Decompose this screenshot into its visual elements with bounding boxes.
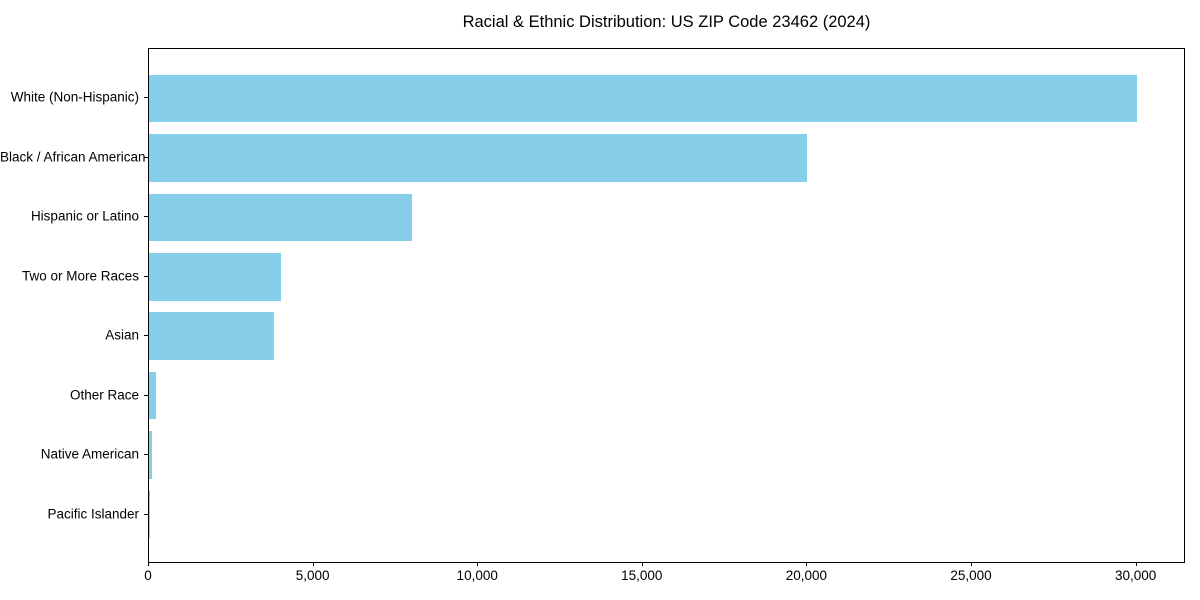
- y-tick-mark: [144, 335, 148, 337]
- x-tick-label: 0: [144, 568, 152, 583]
- y-tick-mark: [144, 275, 148, 277]
- x-tick-label: 25,000: [950, 568, 992, 583]
- y-tick-label: Two or More Races: [21, 268, 139, 284]
- y-tick-mark: [144, 156, 148, 158]
- bar: [149, 193, 413, 242]
- y-tick-mark: [144, 394, 148, 396]
- y-tick-label: Hispanic or Latino: [30, 208, 139, 224]
- chart-title: Racial & Ethnic Distribution: US ZIP Cod…: [462, 13, 871, 31]
- x-tick-mark: [1135, 562, 1137, 566]
- x-tick-mark: [641, 562, 643, 566]
- bar: [149, 74, 1137, 123]
- bar: [149, 371, 157, 420]
- y-tick-label: Other Race: [69, 387, 139, 403]
- x-tick-mark: [312, 562, 314, 566]
- y-tick-label: Asian: [105, 327, 139, 343]
- plot-area: [148, 48, 1185, 563]
- x-tick-mark: [148, 562, 149, 566]
- bar: [149, 134, 808, 182]
- y-tick-label: Black / African American: [0, 149, 146, 165]
- x-tick-mark: [971, 562, 973, 566]
- bar: [149, 431, 153, 479]
- y-tick-label: White (Non-Hispanic): [10, 89, 139, 105]
- bar: [149, 490, 150, 539]
- y-tick-mark: [144, 97, 148, 99]
- y-tick-label: Native American: [40, 446, 139, 462]
- bar: [149, 312, 275, 360]
- y-tick-mark: [144, 454, 148, 456]
- x-tick-label: 5,000: [295, 568, 330, 583]
- x-tick-mark: [806, 562, 808, 566]
- x-tick-mark: [477, 562, 479, 566]
- bar: [149, 252, 281, 301]
- y-tick-mark: [144, 513, 148, 515]
- x-tick-label: 20,000: [785, 568, 828, 583]
- x-tick-label: 30,000: [1114, 568, 1157, 583]
- y-tick-label: Pacific Islander: [47, 506, 139, 522]
- x-tick-label: 10,000: [456, 568, 498, 583]
- y-tick-mark: [144, 216, 148, 218]
- x-tick-label: 15,000: [621, 568, 663, 583]
